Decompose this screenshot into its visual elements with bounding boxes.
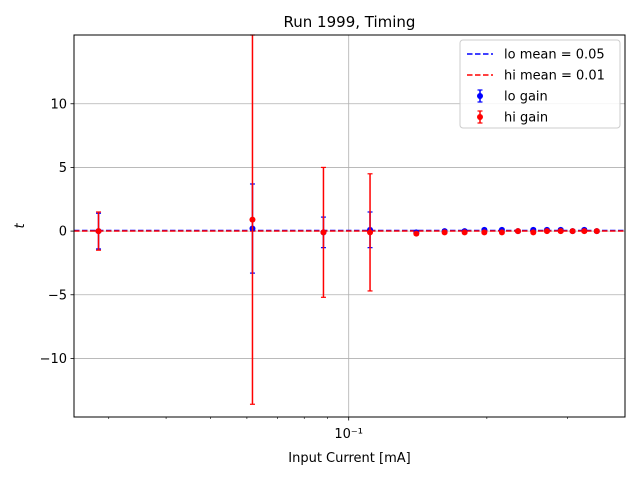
- legend-swatch-marker: [477, 93, 483, 99]
- data-point: [320, 229, 327, 236]
- axis-ticks: −10 −5 0 5 10 10⁻¹: [40, 97, 568, 442]
- data-point: [481, 229, 488, 236]
- series-hi-gain: [95, 34, 600, 405]
- data-point: [557, 228, 564, 235]
- chart-title: Run 1999, Timing: [284, 13, 416, 31]
- legend-swatch-marker: [477, 114, 483, 120]
- reference-lines: [74, 229, 625, 232]
- data-point: [441, 229, 448, 236]
- data-point: [461, 229, 468, 236]
- legend-label: hi mean = 0.01: [504, 69, 605, 84]
- y-tick-label: 10: [50, 97, 67, 112]
- plot-frame: [73, 34, 626, 418]
- data-point: [530, 229, 537, 236]
- y-tick-label: 0: [59, 225, 67, 240]
- x-axis-label: Input Current [mA]: [288, 451, 410, 466]
- x-tick-label: 10⁻¹: [334, 427, 363, 442]
- data-point: [498, 229, 505, 236]
- data-point: [569, 228, 576, 235]
- legend-label: lo gain: [504, 90, 548, 105]
- legend-label: hi gain: [504, 111, 548, 126]
- data-point: [249, 216, 256, 223]
- data-point: [581, 228, 588, 235]
- y-tick-label: −5: [48, 288, 67, 303]
- data-point: [367, 229, 374, 236]
- legend: lo mean = 0.05 hi mean = 0.01 lo gain hi ga…: [459, 39, 621, 129]
- data-point: [514, 228, 521, 235]
- data-point: [543, 228, 550, 235]
- data-point: [95, 228, 102, 235]
- y-tick-label: −10: [40, 352, 67, 367]
- y-tick-label: 5: [59, 161, 67, 176]
- data-point: [593, 228, 600, 235]
- data-point: [413, 230, 420, 237]
- data-series: [95, 34, 600, 405]
- legend-box: [459, 39, 621, 129]
- legend-label: lo mean = 0.05: [504, 48, 605, 63]
- y-axis-label: t: [13, 223, 28, 229]
